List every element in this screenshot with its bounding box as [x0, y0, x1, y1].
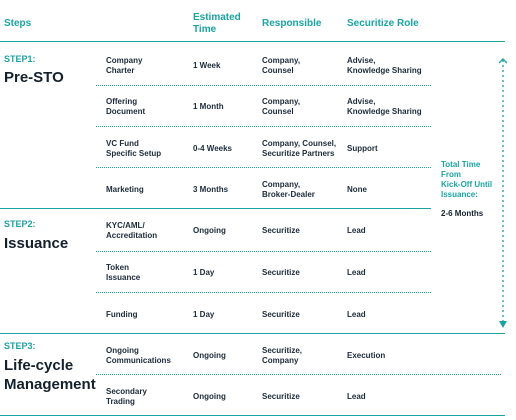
step1-row1-task: Company Charter [106, 56, 143, 75]
step3-label: STEP3: [4, 341, 36, 351]
step1-row1-role: Advise, Knowledge Sharing [347, 56, 422, 75]
step2-row3-task: Funding [106, 310, 138, 319]
step3-row2-role: Lead [347, 392, 366, 401]
step2-row1-time: Ongoing [193, 226, 226, 235]
step2-row3-responsible: Securitize [262, 310, 300, 319]
total-time-value: 2-6 Months [441, 209, 484, 218]
step3-row1-responsible: Securitize, Company [262, 346, 303, 365]
step1-row3-responsible: Company, Counsel, Securitize Partners [262, 139, 337, 158]
section-divider [0, 333, 505, 334]
section-divider [0, 208, 431, 209]
step2-row3-time: 1 Day [193, 310, 215, 319]
step1-row3-task: VC Fund Specific Setup [106, 139, 162, 158]
step2-row1-role: Lead [347, 226, 366, 235]
step1-row1-responsible: Company, Counsel [262, 56, 301, 75]
step3-title: Life-cycle Management [4, 357, 96, 393]
step1-row2-time: 1 Month [193, 102, 224, 111]
arrow-head-down-icon [499, 321, 507, 328]
step1-label: STEP1: [4, 54, 36, 64]
total-time-label: Total Time From Kick-Off Until Issuance: [441, 160, 493, 199]
step3-row2-time: Ongoing [193, 392, 226, 401]
step3-row1-role: Execution [347, 351, 386, 360]
step2-row1-task: KYC/AML/ Accreditation [106, 221, 158, 240]
table-bottom-rule [0, 415, 505, 416]
step1-row1-time: 1 Week [193, 61, 221, 70]
step3-row2-task: Secondary Trading [106, 387, 147, 406]
step1-row4-time: 3 Months [193, 185, 229, 194]
step3-row1-task: Ongoing Communications [106, 346, 171, 365]
row-divider [96, 126, 431, 127]
row-divider [96, 292, 431, 293]
step1-row3-time: 0-4 Weeks [193, 144, 232, 153]
step1-title: Pre-STO [4, 69, 64, 86]
step2-row2-time: 1 Day [193, 268, 215, 277]
step2-row3-role: Lead [347, 310, 366, 319]
step2-row2-role: Lead [347, 268, 366, 277]
step2-row2-task: Token Issuance [106, 263, 141, 282]
timeline-arrow [498, 58, 508, 328]
step3-row1-time: Ongoing [193, 351, 226, 360]
header-rule [0, 41, 505, 42]
step1-row2-role: Advise, Knowledge Sharing [347, 97, 422, 116]
row-divider [96, 251, 431, 252]
header-steps: Steps [4, 18, 32, 29]
header-estimated-time: Estimated Time [193, 12, 241, 35]
step1-row4-task: Marketing [106, 185, 144, 194]
row-divider [96, 167, 431, 168]
step1-row4-role: None [347, 185, 367, 194]
arrow-head-up-icon [498, 58, 508, 64]
header-responsible: Responsible [262, 18, 322, 29]
step1-row2-task: Offering Document [106, 97, 146, 116]
row-divider [96, 85, 431, 86]
step3-row2-responsible: Securitize [262, 392, 300, 401]
step2-title: Issuance [4, 235, 69, 252]
step1-row3-role: Support [347, 144, 378, 153]
step2-label: STEP2: [4, 219, 36, 229]
step2-row1-responsible: Securitize [262, 226, 300, 235]
row-divider [96, 374, 501, 375]
step1-row4-responsible: Company, Broker-Dealer [262, 180, 315, 199]
header-securitize-role: Securitize Role [347, 18, 419, 29]
step1-row2-responsible: Company, Counsel [262, 97, 301, 116]
step2-row2-responsible: Securitize [262, 268, 300, 277]
